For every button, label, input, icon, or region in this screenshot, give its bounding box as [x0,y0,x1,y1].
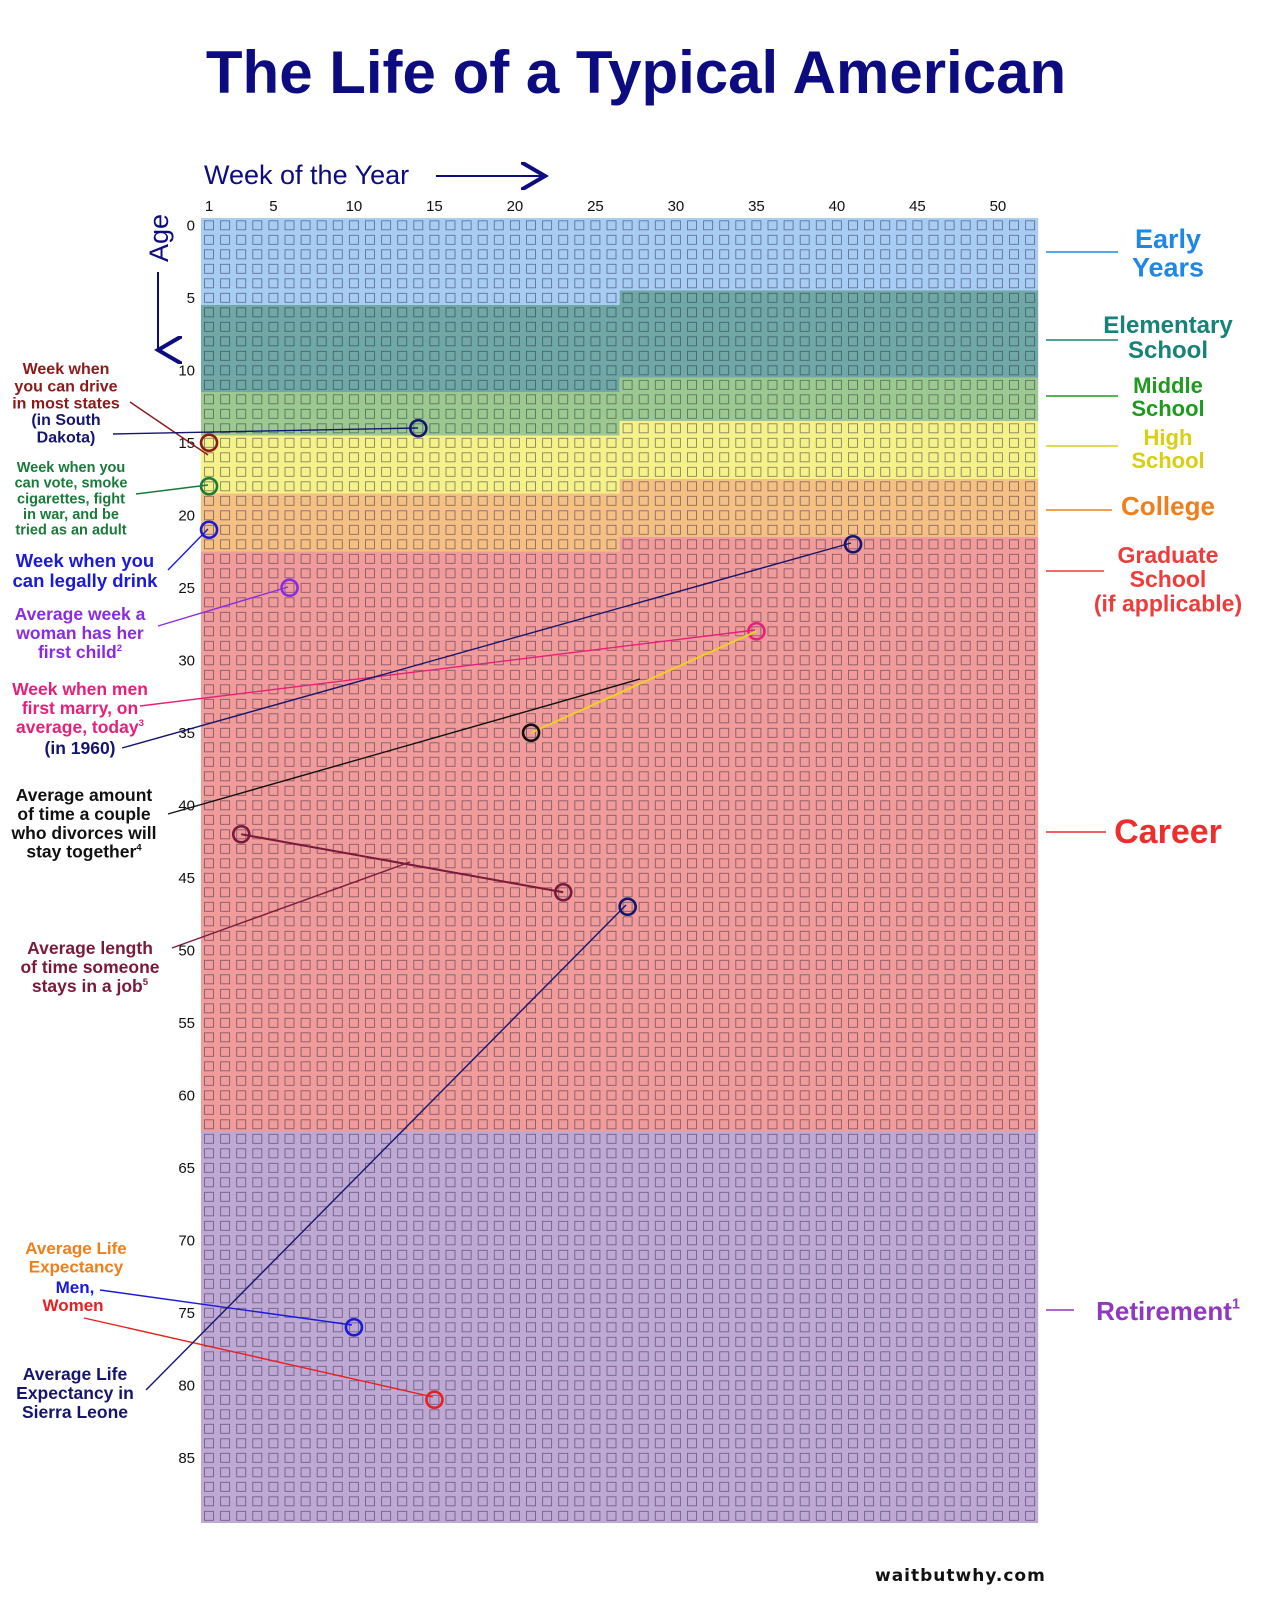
marker-label: Week when men first marry, on average, tod… [12,679,148,737]
phase-label: Early Years [1132,224,1204,282]
phase-label: Career [1114,813,1222,851]
phase-label: Graduate School (if applicable) [1094,542,1242,616]
marker-circle [747,621,766,641]
phase-band-elementary-school [201,290,1039,392]
marker-leader [99,1289,353,1326]
phase-band-early-years [201,218,1039,305]
y-tick-label: 80 [178,1377,195,1394]
y-tick-label: 75 [178,1305,195,1322]
x-tick-label: 25 [587,198,604,215]
marker-leader [135,484,209,495]
phase-band-career [201,537,1039,1132]
marker-leader [121,542,852,749]
y-tick-label: 60 [178,1087,195,1104]
y-tick-label: 20 [178,507,195,524]
phase-label: High School [1131,425,1204,473]
marker-leader [157,586,289,627]
y-tick-label: 5 [187,290,195,307]
y-tick-label: 40 [178,797,195,814]
marker-circle [618,897,637,917]
marker-leader [171,861,411,949]
marker-leader [167,528,209,571]
marker-circle [280,578,299,598]
marker-circle [199,476,219,496]
marker-label: Average length of time someone stays in a … [20,938,159,996]
week-grid [204,220,1036,1521]
y-tick-label: 30 [178,652,195,669]
marker-leader [112,427,419,435]
y-axis-label: Age [144,214,174,262]
marker-lines [83,401,852,1398]
marker-circle-start [231,824,251,844]
marker-label: Average Life Expectancy [25,1239,126,1276]
marker-label: Week when you can legally drink [13,550,159,591]
y-tick-label: 35 [178,725,195,742]
x-axis-label: Week of the Year [204,160,409,190]
phase-band-retirement [201,1131,1039,1523]
footer-site-name: waitbutwhy.com [875,1566,1046,1586]
marker-label: Week when you can vote, smoke cigarettes, … [15,460,128,539]
y-tick-label: 65 [178,1160,195,1177]
x-tick-label: 15 [426,198,443,215]
marker-circle [199,433,219,453]
x-tick-label: 45 [909,198,926,215]
x-tick-label: 50 [990,198,1007,215]
y-tick-label: 45 [178,870,195,887]
marker-label: (in South Dakota) [31,412,100,446]
marker-label: Average Life Expectancy in Sierra Leone [16,1364,134,1422]
x-tick-label: 20 [507,198,524,215]
labels: Early Years Elementary School Middle SchoolHi… [11,224,1243,1422]
marker-label: Week when you can drive in most states [12,361,120,413]
y-tick-label: 55 [178,1015,195,1032]
marker-leader [145,904,627,1391]
y-tick-label: 70 [178,1232,195,1249]
chart-title: The Life of a Typical American [205,39,1067,106]
marker-leader [83,1317,434,1398]
marker-leader [139,629,756,707]
marker-label: Women [42,1296,103,1315]
y-tick-label: 15 [178,435,195,452]
x-tick-label: 30 [668,198,685,215]
phase-label: Retirement1 [1096,1296,1240,1326]
marker-leader [129,401,209,456]
marker-circle [199,520,219,540]
marker-circle [409,418,428,438]
y-tick-label: 50 [178,942,195,959]
marker-circle-end [553,882,573,902]
marker-leader [167,678,641,815]
phase-label: Middle School [1131,373,1204,421]
marker-circle [425,1390,444,1410]
marker-circle-start [521,723,541,743]
phase-band-high-school [201,421,1039,494]
x-tick-label: 1 [205,198,213,215]
marker-label: Men, [56,1278,95,1297]
x-tick-label: 10 [346,198,363,215]
marker-circles [199,418,863,1410]
y-tick-label: 25 [178,580,195,597]
y-tick-label: 85 [178,1450,195,1467]
x-tick-label: 40 [829,198,846,215]
x-tick-label: 35 [748,198,765,215]
y-tick-label: 0 [187,217,195,234]
marker-circle [344,1317,364,1337]
duration-segment [530,630,757,734]
marker-label: Average amount of time a couple who divorc… [11,785,157,862]
phase-label: College [1121,491,1215,521]
marker-label: (in 1960) [45,738,116,758]
phase-band-college [201,479,1039,552]
marker-circle [843,534,863,554]
marker-label: Average week a woman has her first child2 [15,604,146,662]
week-boxes [204,220,1036,1521]
phase-label: Elementary School [1103,312,1233,364]
phase-bands [201,218,1039,1523]
duration-segment [241,833,564,894]
x-tick-label: 5 [269,198,277,215]
y-tick-label: 10 [178,362,195,379]
